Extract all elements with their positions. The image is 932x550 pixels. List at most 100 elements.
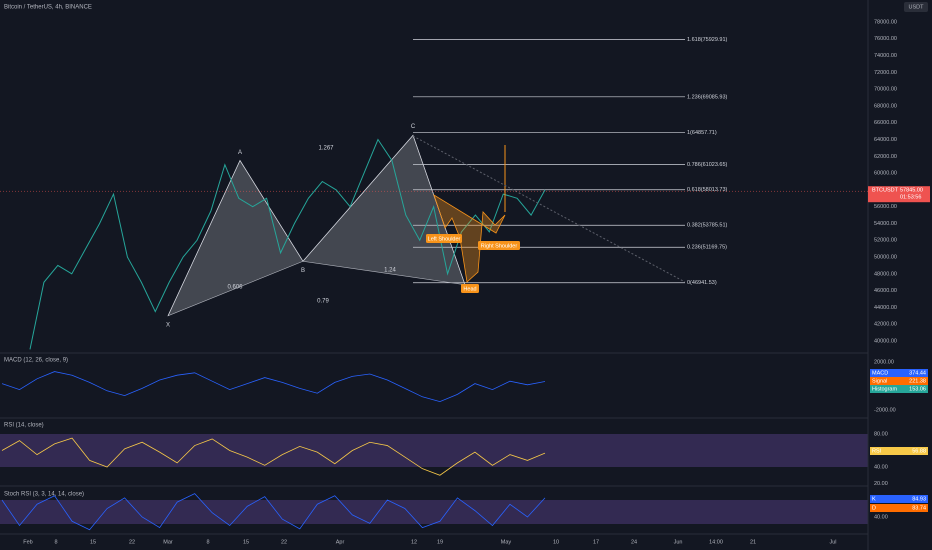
harmonic-point: B [301,268,305,274]
price-tick-label: 52000.00 [874,238,897,244]
badge-name: RSI [872,448,882,454]
badge-name: D [872,505,876,511]
price-tick-label: 48000.00 [874,271,897,277]
panel-tick-label: 40.00 [874,464,888,470]
price-tick-label: 54000.00 [874,221,897,227]
price-tick-label: 44000.00 [874,305,897,311]
indicator-badge [870,495,928,503]
price-tick-label: 64000.00 [874,137,897,143]
fib-label: 0.786(61023.65) [687,162,728,168]
harmonic-ratio: 0.606 [227,285,243,291]
price-tick-label: 40000.00 [874,338,897,344]
time-tick-label: 17 [593,539,599,545]
panel-tick-label: -2000.00 [874,407,896,413]
currency-badge[interactable] [904,2,928,12]
badge-value: 84.93 [912,496,926,502]
harmonic-point: C [411,124,416,130]
trend-line [412,135,686,283]
panel-tick-label: 20.00 [874,481,888,487]
fib-label: 0(46941.53) [687,280,717,286]
currency: USDT [909,4,925,10]
price-tick-label: 76000.00 [874,36,897,42]
head-shoulders-pattern [433,194,506,283]
badge-value: 83.74 [912,505,926,511]
time-tick-label: Jul [829,539,836,545]
badge-name: Histogram [872,386,897,392]
fib-label: 1(64857.71) [687,130,717,136]
badge-value: 56.88 [912,448,926,454]
time-tick-label: 14:00 [709,539,723,545]
indicator-badge [870,385,928,393]
harmonic-legs [167,134,466,316]
price-tick-label: 46000.00 [874,288,897,294]
time-tick-label: 22 [129,539,135,545]
time-tick-label: 19 [437,539,443,545]
badge-value: 221.38 [909,378,926,384]
badge-value: 374.44 [909,370,926,376]
time-tick-label: 12 [411,539,417,545]
time-tick-label: 22 [281,539,287,545]
pattern-label: Head [463,286,476,292]
badge-name: K [872,496,876,502]
badge-name: MACD [872,370,888,376]
indicator-badge [870,377,928,385]
time-tick-label: 21 [750,539,756,545]
pattern-label-bg [478,241,520,250]
panel-tick-label: 2000.00 [874,359,894,365]
harmonic-ratio: 1.24 [384,268,396,274]
indicator-line [1,493,546,531]
fib-label: 1.236(69085.93) [687,94,728,100]
price-tick-label: 68000.00 [874,103,897,109]
price-tick-label: 60000.00 [874,171,897,177]
time-tick-label: Feb [23,539,32,545]
price-tick-label: 56000.00 [874,204,897,210]
countdown: 01:53:56 [900,195,921,201]
time-tick-label: 10 [553,539,559,545]
time-tick-label: 8 [54,539,57,545]
badge-name: Signal [872,378,887,384]
indicator-line [1,437,546,476]
fib-label: 0.382(53785.51) [687,223,728,229]
time-tick-label: 8 [206,539,209,545]
indicator-badge [870,447,928,455]
panel-title: Stoch RSI (3, 3, 14, 14, close) [4,492,84,498]
price-tick-label: 50000.00 [874,255,897,261]
header-title: Bitcoin / TetherUS, 4h, BINANCE [4,5,92,11]
fib-label: 0.618(58013.73) [687,187,728,193]
time-tick-label: Apr [336,539,345,545]
band [0,434,868,467]
fib-label: 0.236(51169.75) [687,245,727,251]
time-tick-label: 15 [90,539,96,545]
last-price: 57845.00 [900,188,923,194]
panel-title: RSI (14, close) [4,423,44,429]
symbol: BTCUSDT [872,188,899,194]
price-tick-label: 70000.00 [874,87,897,93]
price-tick-label: 74000.00 [874,53,897,59]
price-tick-label: 72000.00 [874,70,897,76]
pattern-label-bg [426,234,462,243]
price-tick-label: 66000.00 [874,120,897,126]
time-tick-label: May [501,539,512,545]
indicator-badge [870,369,928,377]
pattern-label: Left Shoulder [428,236,461,242]
price-tick-label: 62000.00 [874,154,897,160]
price-tick-label: 42000.00 [874,322,897,328]
layer [0,39,868,531]
time-tick-label: 15 [243,539,249,545]
time-tick-label: Jun [674,539,683,545]
indicator-badge [870,504,928,512]
time-tick-label: Mar [163,539,173,545]
pattern-label-bg [461,284,479,293]
time-tick-label: 24 [631,539,637,545]
harmonic-point: A [238,150,242,156]
panel-tick-label: 80.00 [874,431,888,437]
harmonic-point: X [166,322,170,328]
harmonic-ratio: 0.79 [317,299,329,305]
panel-tick-label: 40.00 [874,514,888,520]
panel-title: MACD (12, 26, close, 9) [4,358,68,364]
pattern-label: Right Shoulder [481,243,518,249]
indicator-line [1,371,546,403]
badge-value: 153.06 [909,386,926,392]
fib-label: 1.618(75929.91) [687,37,728,43]
